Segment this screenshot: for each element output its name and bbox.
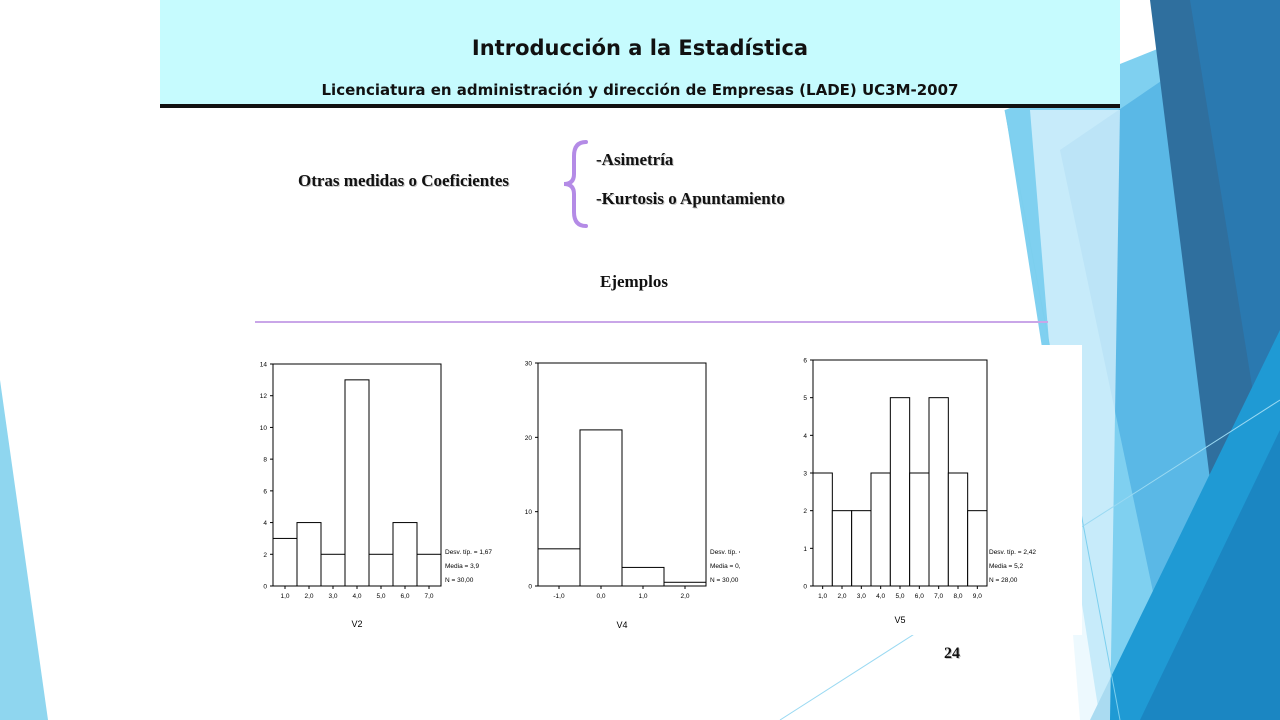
section-divider <box>255 321 1048 323</box>
histogram-bar <box>537 548 581 587</box>
x-tick-label: 7,0 <box>424 593 433 600</box>
y-tick-label: 8 <box>263 457 267 464</box>
y-tick-label: 4 <box>263 520 267 527</box>
x-tick-label: 9,0 <box>973 593 982 600</box>
y-tick-label: 30 <box>525 361 533 368</box>
page-title: Introducción a la Estadística <box>471 36 809 60</box>
measures-label: Otras medidas o Coeficientes <box>298 171 510 190</box>
histogram-bar <box>889 397 911 587</box>
histogram-v4: 0 10 20 30 -1,0 0,0 1,0 2,0 V4 Desv. típ. = ,64 Me… <box>525 361 740 631</box>
stats-label: N = 28,00 <box>989 577 1018 584</box>
x-tick-label: 3,0 <box>328 593 337 600</box>
histogram-bar <box>947 472 969 587</box>
histogram-bar <box>831 510 853 587</box>
histogram-panel: 0 2 4 6 8 10 12 14 1,0 2,0 3,0 4,0 5,0 6,0 7,0 V2 Desv. … <box>248 345 1082 635</box>
y-tick-label: 10 <box>260 425 268 432</box>
histogram-bar <box>296 522 322 587</box>
histogram-bar <box>909 472 930 587</box>
y-tick-label: 0 <box>528 584 532 591</box>
x-tick-label: 4,0 <box>876 593 885 600</box>
histogram-v2: 0 2 4 6 8 10 12 14 1,0 2,0 3,0 4,0 5,0 6,0 7,0 V2 Desv. … <box>260 362 493 630</box>
page-subtitle: Licenciatura en administración y direcci… <box>321 81 959 99</box>
stats-label: Media = 3,9 <box>445 563 480 570</box>
examples-heading: Ejemplos <box>600 272 668 291</box>
x-tick-label: 0,0 <box>596 593 605 600</box>
histogram-bar <box>416 553 442 587</box>
histogram-bar <box>344 379 370 587</box>
x-tick-label: 6,0 <box>400 593 409 600</box>
y-tick-label: 6 <box>263 488 267 495</box>
histogram-bar <box>928 397 949 587</box>
y-tick-label: 0 <box>263 584 267 591</box>
histogram-bar <box>812 472 833 587</box>
y-tick-label: 5 <box>803 395 807 402</box>
histogram-bar <box>579 429 623 587</box>
x-axis-label: V4 <box>616 620 627 630</box>
stats-label: Desv. típ. = 2,42 <box>989 549 1036 556</box>
x-tick-label: 2,0 <box>680 593 689 600</box>
histogram-bar <box>870 472 891 587</box>
x-tick-label: 1,0 <box>638 593 647 600</box>
stats-label: Desv. típ. = ,64 <box>710 549 740 556</box>
y-tick-label: 20 <box>525 435 533 442</box>
list-item-kurtosis: -Kurtosis o Apuntamiento <box>596 189 785 208</box>
x-tick-label: -1,0 <box>553 593 565 600</box>
y-tick-label: 14 <box>260 362 268 369</box>
stats-label: Desv. típ. = 1,67 <box>445 549 492 556</box>
header-band <box>160 0 1120 104</box>
y-tick-label: 10 <box>525 509 533 516</box>
histogram-bar <box>621 566 665 587</box>
y-tick-label: 12 <box>260 393 268 400</box>
list-item-asimetria: -Asimetría <box>596 150 674 169</box>
x-tick-label: 1,0 <box>280 593 289 600</box>
y-tick-label: 4 <box>803 433 807 440</box>
y-tick-label: 2 <box>263 552 267 559</box>
stats-label: Media = 5,2 <box>989 563 1024 570</box>
stats-label: Media = 0,0 <box>710 563 740 570</box>
histogram-bar <box>368 553 394 587</box>
stats-label: N = 30,00 <box>445 577 474 584</box>
x-tick-label: 5,0 <box>376 593 385 600</box>
header-rule <box>160 104 1120 108</box>
histogram-bar <box>663 581 707 587</box>
histogram-v5: 0 1 2 3 4 5 6 1,0 2,0 3,0 4,0 5,0 6,0 7,0 8,0 9,0 V5 Desv… <box>803 358 1036 626</box>
y-tick-label: 1 <box>803 546 807 553</box>
curly-brace-icon <box>563 140 588 228</box>
y-tick-label: 2 <box>803 508 807 515</box>
page-number: 24 <box>944 645 960 662</box>
histogram-bar <box>272 537 298 587</box>
x-tick-label: 1,0 <box>818 593 827 600</box>
x-tick-label: 8,0 <box>953 593 962 600</box>
x-tick-label: 2,0 <box>837 593 846 600</box>
x-axis-label: V2 <box>351 619 362 629</box>
x-tick-label: 4,0 <box>352 593 361 600</box>
histogram-bar <box>967 510 988 587</box>
x-axis-label: V5 <box>894 615 905 625</box>
x-tick-label: 2,0 <box>304 593 313 600</box>
histogram-bar <box>320 553 346 587</box>
histogram-bar <box>851 510 872 587</box>
x-tick-label: 3,0 <box>857 593 866 600</box>
x-tick-label: 5,0 <box>895 593 904 600</box>
x-tick-label: 7,0 <box>934 593 943 600</box>
y-tick-label: 3 <box>803 471 807 478</box>
stats-label: N = 30,00 <box>710 577 739 584</box>
histogram-bar <box>392 522 418 587</box>
y-tick-label: 0 <box>803 584 807 591</box>
x-tick-label: 6,0 <box>915 593 924 600</box>
y-tick-label: 6 <box>803 358 807 365</box>
